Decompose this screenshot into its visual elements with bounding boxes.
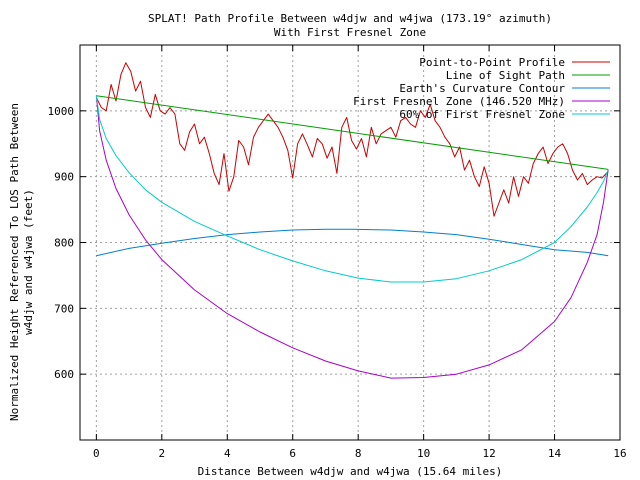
x-axis-label: Distance Between w4djw and w4jwa (15.64 …	[198, 465, 503, 478]
y-axis-label-line1: Normalized Height Referenced To LOS Path…	[8, 103, 21, 421]
x-tick-label: 10	[417, 447, 430, 460]
y-tick-label: 900	[54, 171, 74, 184]
x-tick-label: 14	[548, 447, 562, 460]
series-line-earth-s-curvature-contour	[96, 228, 609, 257]
chart-title-block: SPLAT! Path Profile Between w4djw and w4…	[148, 12, 552, 39]
series-line-first-fresnel-zone-146-520-mhz	[95, 95, 609, 379]
series-lines	[95, 62, 609, 379]
legend-label: Line of Sight Path	[446, 69, 565, 82]
legend-label: Point-to-Point Profile	[419, 56, 565, 69]
chart-subtitle: With First Fresnel Zone	[274, 26, 426, 39]
x-tick-label: 6	[289, 447, 296, 460]
x-tick-label: 12	[482, 447, 495, 460]
series-line-60-of-first-fresnel-zone	[95, 95, 609, 283]
y-tick-label: 1000	[48, 105, 75, 118]
x-tick-label: 16	[613, 447, 626, 460]
series-line-point-to-point-profile	[95, 62, 609, 217]
x-tick-label: 8	[355, 447, 362, 460]
y-axis-label: Normalized Height Referenced To LOS Path…	[8, 103, 35, 421]
legend-label: 60% of First Fresnel Zone	[399, 108, 565, 121]
series-line-line-of-sight-path	[96, 95, 609, 170]
legend-label: First Fresnel Zone (146.520 MHz)	[353, 95, 565, 108]
chart-title: SPLAT! Path Profile Between w4djw and w4…	[148, 12, 552, 25]
y-tick-label: 700	[54, 302, 74, 315]
legend-label: Earth's Curvature Contour	[399, 82, 565, 95]
x-tick-label: 4	[224, 447, 231, 460]
y-axis-label-line2: w4djw and w4jwa (feet)	[22, 189, 35, 335]
x-tick-label: 0	[93, 447, 100, 460]
y-tick-label: 600	[54, 368, 74, 381]
axis-ticks: 0 2 4 6 8 10 12 14 16 600 700 800 900 1000	[48, 45, 627, 460]
x-tick-label: 2	[159, 447, 166, 460]
y-tick-label: 800	[54, 237, 74, 250]
